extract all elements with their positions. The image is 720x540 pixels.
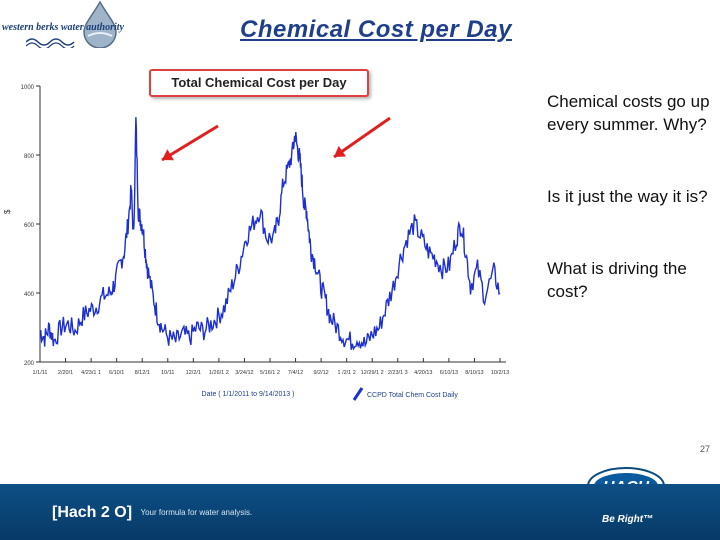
slide-title: Chemical Cost per Day bbox=[240, 16, 512, 43]
arrow-2012-peak bbox=[333, 116, 391, 159]
x-tick-label: 2/23/1 3 bbox=[388, 370, 408, 376]
x-tick-label: 1 /2/1 2 bbox=[337, 370, 355, 376]
x-tick-label: 4/23/1 1 bbox=[81, 370, 101, 376]
x-tick-label: 6/10/1 bbox=[109, 370, 124, 376]
hach2o-label: [Hach 2 O] bbox=[52, 504, 133, 521]
x-tick-label: 10/11 bbox=[161, 370, 174, 376]
slide-number: 27 bbox=[700, 444, 711, 454]
question-1: Chemical costs go up every summer. Why? bbox=[547, 92, 710, 134]
y-tick-label: 1000 bbox=[21, 85, 35, 91]
y-axis-label: $ bbox=[3, 209, 12, 214]
arrow-2011-peak bbox=[161, 124, 219, 162]
x-tick-label: 7/4/12 bbox=[288, 370, 303, 376]
company-logo: western berks water authority bbox=[0, 0, 165, 52]
question-3: What is driving the cost? bbox=[547, 259, 687, 301]
question-2: Is it just the way it is? bbox=[547, 187, 708, 206]
y-tick-label: 800 bbox=[24, 154, 35, 160]
footer-bar: [Hach 2 O] Your formula for water analys… bbox=[0, 484, 720, 540]
arrow-2011-peak-head bbox=[162, 149, 174, 161]
y-tick-label: 600 bbox=[24, 223, 35, 229]
x-tick-label: 8/10/13 bbox=[465, 370, 483, 376]
wave-icon bbox=[26, 38, 75, 48]
cost-line-chart: 1000 800 600 400 200 $1/1/11 2/20/1 4/23/1 1 6/1… bbox=[3, 85, 509, 401]
x-tick-label: 12/2/1 bbox=[186, 370, 201, 376]
x-tick-label: 1/1/11 bbox=[33, 370, 48, 376]
water-drop-icon bbox=[83, 0, 117, 48]
x-tick-label: 5/16/1 2 bbox=[260, 370, 280, 376]
legend-label: CCPD Total Chem Cost Daily bbox=[367, 392, 458, 399]
x-tick-label: 10/2/13 bbox=[491, 370, 509, 376]
y-tick-label: 400 bbox=[24, 292, 35, 298]
x-tick-label: 2/20/1 bbox=[58, 370, 73, 376]
arrow-2012-peak-head bbox=[334, 145, 346, 157]
x-tick-label: 6/10/13 bbox=[440, 370, 458, 376]
x-tick-label: 9/2/12 bbox=[313, 370, 328, 376]
be-right-slogan: Be Right™ bbox=[602, 514, 654, 525]
x-axis-label: Date ( 1/1/2011 to 9/14/2013 ) bbox=[202, 391, 295, 398]
chart-title: Total Chemical Cost per Day bbox=[149, 69, 369, 97]
hach2o-tagline: Your formula for water analysis. bbox=[140, 508, 253, 518]
y-tick-label: 200 bbox=[24, 361, 35, 367]
x-tick-label: 12/29/1 2 bbox=[361, 370, 384, 376]
x-tick-label: 1/26/1 2 bbox=[209, 370, 229, 376]
x-tick-label: 3/24/12 bbox=[235, 370, 253, 376]
hach2o-brand: [Hach 2 O] Your formula for water analys… bbox=[52, 504, 252, 522]
legend-swatch bbox=[352, 387, 364, 401]
series-line bbox=[39, 117, 501, 351]
x-tick-label: 4/20/13 bbox=[414, 370, 432, 376]
x-tick-label: 8/12/1 bbox=[135, 370, 150, 376]
logo-wordmark: western berks water authority bbox=[2, 22, 124, 33]
